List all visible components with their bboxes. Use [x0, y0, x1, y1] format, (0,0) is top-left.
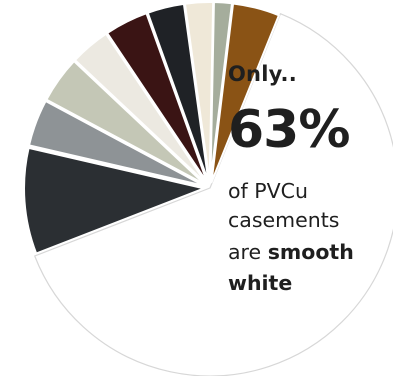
pie-slice-9	[210, 2, 280, 184]
pie-slice-3	[45, 60, 207, 186]
caption-only: Only..	[228, 62, 297, 86]
caption-line-1: of PVCu	[228, 179, 308, 203]
pie-slice-8	[209, 1, 233, 184]
pie-slice-4	[73, 32, 208, 185]
caption-line-3-prefix: are	[228, 240, 262, 264]
caption-line-2: casements	[228, 208, 340, 232]
caption-line-3-bold: smooth	[267, 240, 354, 264]
pie-slice-6	[146, 2, 210, 184]
pie-slice-5	[106, 12, 209, 184]
pie-slice-smooth-white	[34, 13, 393, 376]
caption-percent: 63%	[228, 100, 350, 160]
caption-line-4: white	[228, 271, 293, 295]
pie-slice-2	[27, 100, 206, 187]
caption-line-3: are smooth	[228, 238, 354, 266]
pie-slice-1	[23, 146, 206, 255]
